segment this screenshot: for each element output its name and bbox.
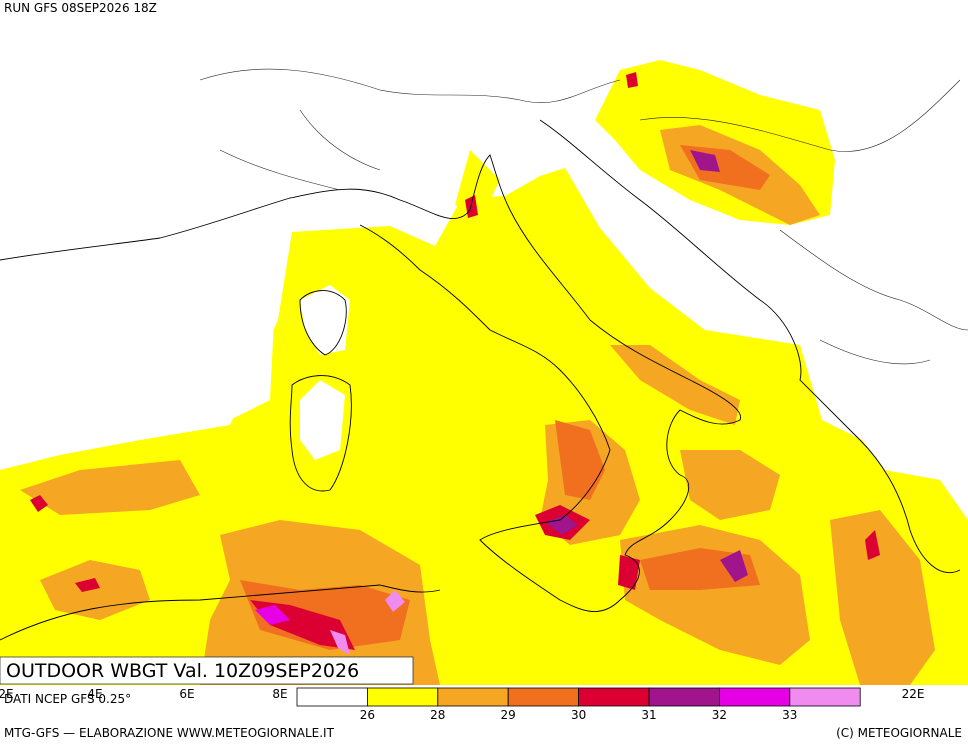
- legend-swatch: [789, 687, 861, 707]
- legend-swatch: [719, 687, 791, 707]
- map-title: OUTDOOR WBGT Val. 10Z09SEP2026: [6, 660, 359, 682]
- title-box: [0, 656, 414, 685]
- coastlines: [0, 68, 968, 641]
- legend-swatch: [366, 687, 439, 707]
- legend-tick-label: 32: [712, 708, 727, 722]
- legend-tick-label: 29: [501, 708, 516, 722]
- legend-swatch: [507, 687, 580, 707]
- wbgt-field: [0, 60, 968, 685]
- longitude-labels: 2E 4E 6E 8E 22E: [0, 687, 924, 701]
- legend-swatch: [437, 687, 509, 707]
- longitude-label: 4E: [87, 687, 102, 701]
- footer-right: (C) METEOGIORNALE: [836, 726, 962, 740]
- legend-swatch: [648, 687, 720, 707]
- source-label: DATI NCEP GFS 0.25°: [4, 692, 131, 706]
- legend-tick-label: 31: [641, 708, 656, 722]
- legend-tick-label: 28: [430, 708, 445, 722]
- longitude-label: 6E: [179, 687, 194, 701]
- longitude-label: 2E: [0, 687, 14, 701]
- legend-tick-label: 33: [782, 708, 797, 722]
- footer-left: MTG-GFS — ELABORAZIONE WWW.METEOGIORNALE…: [4, 726, 335, 740]
- legend-swatch: [578, 687, 650, 707]
- legend-tick-label: 26: [360, 708, 375, 722]
- legend-tick-label: 30: [571, 708, 586, 722]
- longitude-label: 8E: [272, 687, 287, 701]
- legend-swatch: [296, 687, 368, 707]
- legend: 26 28 29 30 31 32 33: [296, 687, 861, 722]
- run-label: RUN GFS 08SEP2026 18Z: [4, 1, 157, 15]
- longitude-label: 22E: [902, 687, 925, 701]
